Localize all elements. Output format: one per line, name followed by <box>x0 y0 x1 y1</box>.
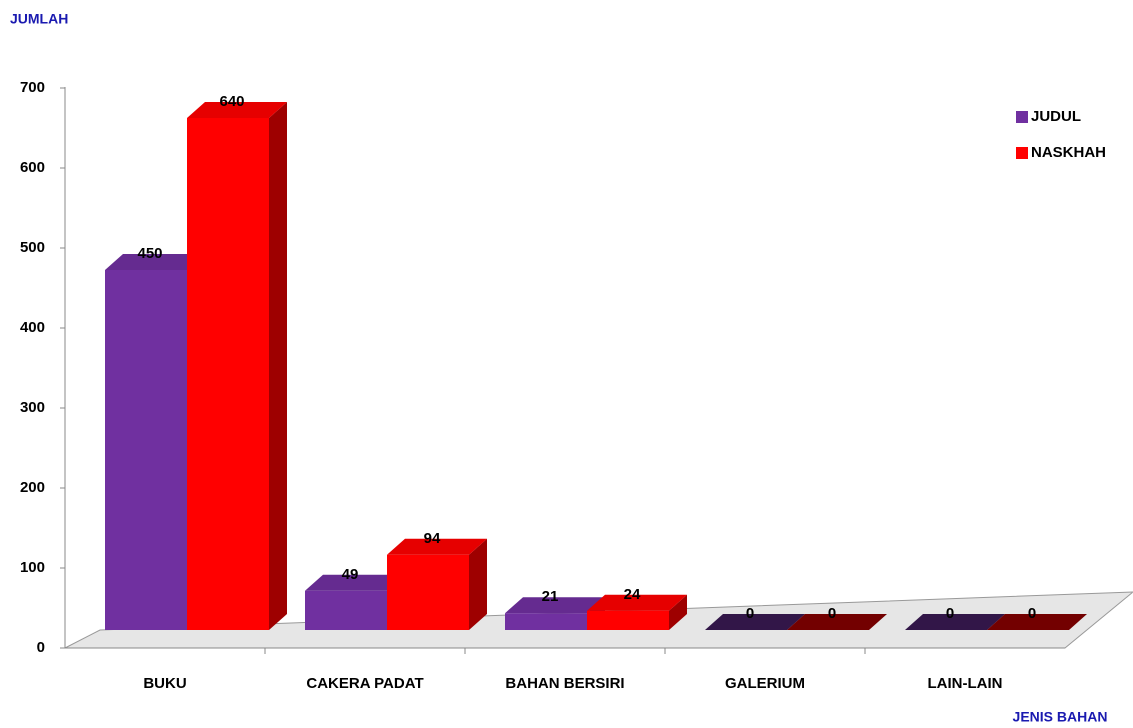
bar-face <box>387 554 469 630</box>
x-tick-label: BUKU <box>143 675 186 692</box>
bar-face <box>387 538 487 555</box>
data-label: 24 <box>624 586 641 603</box>
y-tick-label: 0 <box>37 639 45 656</box>
data-label: 21 <box>542 588 559 605</box>
bar-face <box>187 102 287 118</box>
y-tick-label: 100 <box>20 559 45 576</box>
data-label: 0 <box>946 605 954 622</box>
bar-face <box>105 254 205 270</box>
bar <box>387 538 487 630</box>
x-tick-label: GALERIUM <box>725 675 805 692</box>
y-tick-label: 700 <box>20 79 45 96</box>
bar-face <box>105 270 187 630</box>
bar-face <box>705 614 805 630</box>
x-axis-title: JENIS BAHAN <box>1013 709 1108 725</box>
bar-face <box>587 610 669 630</box>
bar-face <box>669 594 687 630</box>
x-tick-label: CAKERA PADAT <box>306 675 423 692</box>
legend-swatch <box>1016 111 1028 123</box>
bar-face <box>505 597 605 614</box>
data-label: 0 <box>828 605 836 622</box>
bar-face <box>305 574 405 591</box>
y-tick-label: 300 <box>20 399 45 416</box>
data-label: 450 <box>137 245 162 262</box>
data-label: 0 <box>1028 605 1036 622</box>
legend-label: NASKHAH <box>1031 144 1106 161</box>
bar-face <box>187 118 269 630</box>
legend-swatch <box>1016 147 1028 159</box>
x-tick-label: BAHAN BERSIRI <box>505 675 624 692</box>
data-label: 49 <box>342 566 359 583</box>
bar-face <box>469 538 487 630</box>
bar-face <box>305 590 387 630</box>
bar <box>187 102 287 630</box>
y-tick-label: 500 <box>20 239 45 256</box>
y-tick-label: 600 <box>20 159 45 176</box>
bar-face <box>987 614 1087 630</box>
x-tick-label: LAIN-LAIN <box>928 675 1003 692</box>
y-axis-title: JUMLAH <box>10 11 68 27</box>
data-label: 640 <box>219 93 244 110</box>
bar-face <box>587 594 687 611</box>
legend-label: JUDUL <box>1031 108 1081 125</box>
bar <box>787 614 887 630</box>
bar-face <box>787 614 887 630</box>
y-tick-label: 200 <box>20 479 45 496</box>
bar-face <box>905 614 1005 630</box>
bar <box>587 594 687 630</box>
bar-face <box>269 102 287 630</box>
bar <box>987 614 1087 630</box>
bar <box>705 614 805 630</box>
bar <box>905 614 1005 630</box>
y-tick-label: 400 <box>20 319 45 336</box>
bar-face <box>505 613 587 630</box>
data-label: 0 <box>746 605 754 622</box>
data-label: 94 <box>424 530 441 547</box>
